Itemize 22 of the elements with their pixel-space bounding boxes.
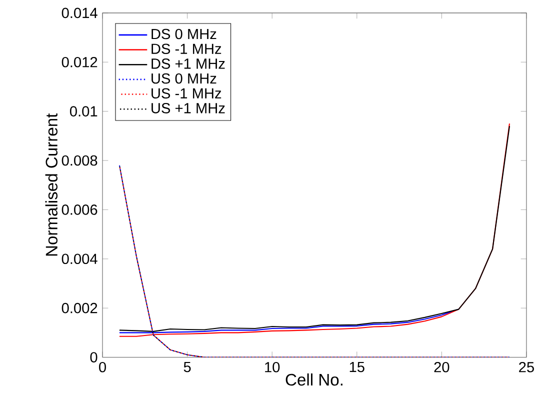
x-tick-label: 10 (265, 362, 280, 372)
y-tick-label: 0.01 (70, 106, 98, 116)
y-tick-label: 0.014 (62, 8, 98, 18)
legend-label: US +1 MHz (152, 103, 225, 114)
y-tick-label: 0.012 (62, 56, 98, 68)
y-tick-label: 0.004 (62, 254, 98, 264)
x-tick-label: 0 (99, 362, 106, 372)
legend-label: US -1 MHz (152, 88, 222, 99)
legend-label: DS +1 MHz (152, 58, 225, 69)
y-axis-title: Normalised Current (45, 113, 58, 256)
x-tick-label: 5 (184, 362, 191, 372)
y-tick-label: 0.008 (62, 155, 98, 166)
legend-label: US 0 MHz (152, 73, 216, 84)
x-axis-title: Cell No. (286, 373, 342, 386)
x-tick-label: 25 (519, 362, 534, 372)
legend-label: DS -1 MHz (152, 44, 222, 54)
y-tick-label: 0.006 (62, 204, 98, 215)
x-tick-label: 20 (434, 362, 450, 372)
y-tick-label: 0.002 (62, 302, 98, 314)
y-tick-label: 0 (90, 352, 98, 362)
x-tick-label: 15 (350, 362, 364, 372)
legend-label: DS 0 MHz (152, 28, 216, 40)
